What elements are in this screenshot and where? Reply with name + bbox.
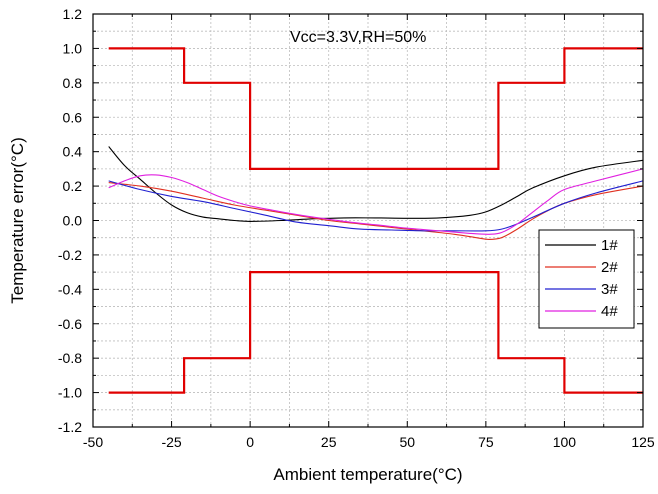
y-tick-label: 0.0	[63, 213, 83, 229]
limit-lines	[108, 47, 643, 394]
y-tick-label: 1.2	[63, 6, 83, 22]
grid-lines	[93, 14, 643, 427]
y-tick-label: -1.0	[58, 385, 82, 401]
legend-box	[538, 229, 635, 329]
legend-label: 4#	[601, 303, 618, 320]
series-line	[108, 168, 644, 235]
series-lines	[108, 146, 644, 240]
y-tick-label: -0.2	[58, 247, 82, 263]
y-tick-label: -1.2	[58, 419, 82, 435]
x-tick-label: -50	[83, 434, 103, 450]
x-tick-label: 25	[321, 434, 337, 450]
limit-line	[108, 271, 643, 394]
x-tick-label: 125	[631, 434, 655, 450]
tick-labels: -50 -25 0 25 50 75 100 125 -1.2 -1.0 -0.8 -0.6 -0.4 -…	[58, 6, 655, 450]
x-tick-label: 0	[246, 434, 254, 450]
series-line	[108, 146, 644, 222]
y-tick-label: -0.8	[58, 350, 82, 366]
chart-annotation: Vcc=3.3V,RH=50%	[290, 29, 426, 46]
x-tick-label: -25	[161, 434, 181, 450]
y-tick-label: 0.2	[63, 178, 83, 194]
x-axis-title: Ambient temperature(°C)	[273, 465, 462, 484]
legend-label: 1#	[601, 237, 618, 254]
legend-label: 3#	[601, 281, 618, 298]
y-tick-label: 1.0	[63, 40, 83, 56]
y-tick-label: -0.6	[58, 316, 82, 332]
y-axis-title: Temperature error(°C)	[8, 137, 27, 303]
legend-label: 2#	[601, 259, 618, 276]
y-tick-label: 0.6	[63, 109, 83, 125]
axis-ticks	[92, 13, 644, 428]
x-tick-label: 75	[478, 434, 494, 450]
y-tick-label: -0.4	[58, 281, 82, 297]
y-tick-label: 0.8	[63, 75, 83, 91]
limit-line	[108, 47, 643, 170]
series-line	[108, 180, 644, 232]
x-tick-label: 50	[399, 434, 415, 450]
x-tick-label: 100	[553, 434, 577, 450]
y-tick-label: 0.4	[63, 144, 83, 160]
legend: 1# 2# 3# 4#	[538, 229, 635, 329]
